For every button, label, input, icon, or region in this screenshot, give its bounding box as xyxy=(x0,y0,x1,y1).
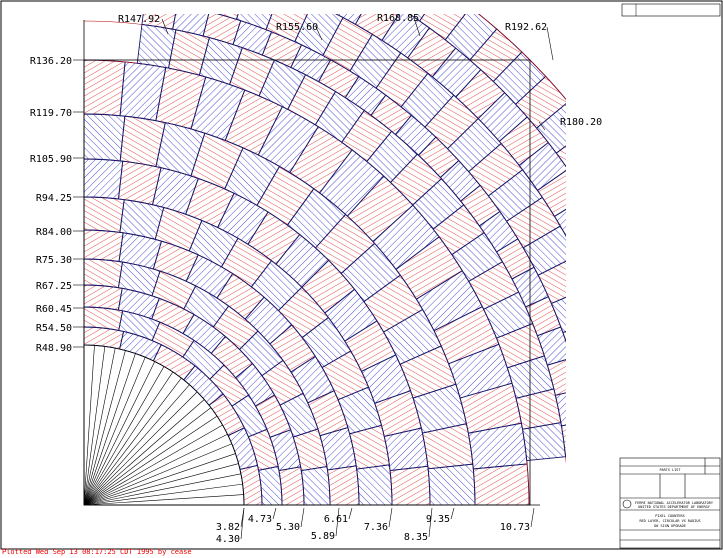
pixel-cell xyxy=(279,467,304,505)
pixel-cell xyxy=(563,318,614,362)
pixel-cell xyxy=(84,307,123,330)
pixel-cell xyxy=(580,383,628,423)
leader xyxy=(531,508,534,527)
radius-label: R180.20 xyxy=(560,117,602,128)
fan-line xyxy=(84,357,145,505)
pixel-cell xyxy=(653,342,701,384)
pixel-cell xyxy=(624,381,666,419)
leader xyxy=(273,508,276,519)
radius-label: R67.25 xyxy=(36,281,72,292)
plot-footer: Plotted Wed Sep 13 08:17:25 CDT 1995 by … xyxy=(2,548,192,556)
width-label: 4.73 xyxy=(248,514,272,525)
radius-label: R155.60 xyxy=(276,22,318,33)
fan-line xyxy=(84,346,105,505)
pixel-cell xyxy=(607,317,652,359)
pixel-cell xyxy=(327,466,359,505)
radius-label: R75.30 xyxy=(36,255,72,266)
fan-line xyxy=(84,345,94,505)
revision-block xyxy=(622,4,720,16)
pixel-cell xyxy=(644,309,693,352)
pixel-cell xyxy=(357,465,392,505)
pixel-cell xyxy=(586,416,633,454)
width-label: 4.30 xyxy=(216,534,240,545)
pixel-cell xyxy=(616,349,660,389)
fan-line xyxy=(84,444,232,505)
pixel-cell xyxy=(573,350,623,392)
width-label: 8.35 xyxy=(404,532,428,543)
radius-label: R84.00 xyxy=(36,227,72,238)
width-label: 5.30 xyxy=(276,522,300,533)
width-label: 7.36 xyxy=(364,522,388,533)
pixel-cell xyxy=(633,277,683,322)
pixel-cell xyxy=(176,0,217,11)
dept-name: UNITED STATES DEPARTMENT OF ENERGY xyxy=(638,505,711,509)
radius-label: R136.20 xyxy=(30,56,72,67)
parts-list: PARTS LIST xyxy=(659,468,681,472)
radius-label: R119.70 xyxy=(30,108,72,119)
pixel-cell xyxy=(84,159,123,199)
pixel-cell xyxy=(584,255,631,299)
drawing-title: PIXEL COUNTERS xyxy=(655,514,685,518)
width-label: 3.82 xyxy=(216,522,240,533)
fan-line xyxy=(84,434,227,505)
width-label: 10.73 xyxy=(500,522,530,533)
pixel-cell xyxy=(84,259,122,288)
radius-label: R60.45 xyxy=(36,304,72,315)
pixel-cell xyxy=(428,464,475,505)
radius-label: R105.90 xyxy=(30,154,72,165)
leader xyxy=(547,27,553,60)
pixel-cell xyxy=(84,285,122,310)
pixel-cell xyxy=(629,413,670,450)
pixel-cell xyxy=(621,246,672,292)
pixel-cell xyxy=(301,467,330,505)
drawing-project: D0 SIGN UPGRADE xyxy=(654,524,686,528)
pixel-cell xyxy=(592,185,644,234)
pixel-cell xyxy=(390,466,430,505)
radius-label: R168.85 xyxy=(377,13,419,24)
width-label: 6.61 xyxy=(324,514,348,525)
pixel-cell xyxy=(137,24,176,68)
drawing-subtitle: RED LAYER, CIRCULAR VS RADIUS xyxy=(639,519,700,523)
radius-label: R54.50 xyxy=(36,323,72,334)
pixel-cell xyxy=(473,464,529,505)
radius-label: R147.92 xyxy=(118,14,160,25)
width-label: 9.35 xyxy=(426,514,450,525)
leader xyxy=(349,508,352,519)
drawing: R136.20 R119.70 R105.90 R94.25 R84.00 R75.30 R… xyxy=(0,0,723,558)
fan-line xyxy=(84,484,243,505)
pixel-cell xyxy=(259,466,282,505)
leader xyxy=(389,508,392,527)
pixel-cell xyxy=(570,226,617,271)
radius-label: R94.25 xyxy=(36,193,72,204)
width-label: 5.89 xyxy=(311,531,335,542)
fan-line xyxy=(84,495,244,505)
fan-line xyxy=(84,362,155,505)
radius-label: R192.62 xyxy=(505,22,547,33)
pixel-cell xyxy=(561,422,590,457)
pixel-cell xyxy=(596,286,642,329)
fan-line xyxy=(84,392,197,505)
leader xyxy=(301,508,304,527)
pixel-cell xyxy=(607,215,658,263)
pixel-cell xyxy=(84,197,124,232)
pixel-cell xyxy=(84,60,125,116)
leader xyxy=(451,508,454,519)
pixel-cell xyxy=(84,230,123,262)
pixel-cell xyxy=(575,156,627,206)
pixel-cell xyxy=(660,375,706,415)
radius-label: R48.90 xyxy=(36,343,72,354)
pixel-rings xyxy=(84,0,714,505)
pixel-cell xyxy=(84,114,125,161)
pixel-cell xyxy=(666,408,711,446)
